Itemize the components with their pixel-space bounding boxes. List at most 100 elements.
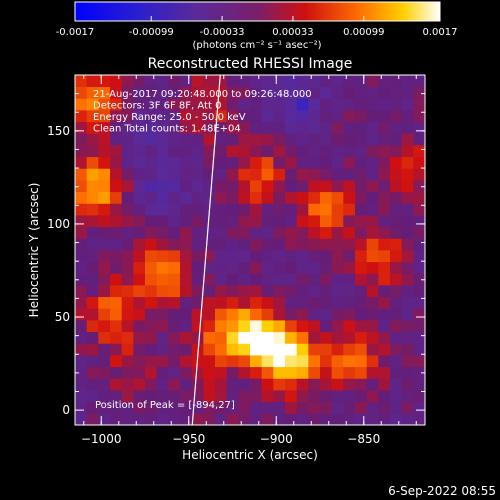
heatmap-cell: [250, 75, 263, 88]
heatmap-cell: [401, 238, 414, 251]
heatmap-cell: [191, 98, 204, 111]
heatmap-cell: [168, 285, 181, 298]
heatmap-cell: [273, 168, 286, 181]
heatmap-cell: [121, 110, 134, 123]
heatmap-cell: [215, 390, 228, 403]
heatmap-cell: [145, 98, 158, 111]
heatmap-cell: [296, 355, 309, 368]
heatmap-cell: [98, 110, 111, 123]
heatmap-cell: [285, 401, 298, 414]
heatmap-cell: [98, 168, 111, 181]
heatmap-cell: [156, 86, 169, 99]
heatmap-cell: [121, 121, 134, 134]
heatmap-cell: [156, 320, 169, 333]
heatmap-cell: [156, 390, 169, 403]
heatmap-cell: [145, 285, 158, 298]
heatmap-cell: [226, 355, 239, 368]
heatmap-cell: [343, 261, 356, 274]
heatmap-cell: [401, 273, 414, 286]
heatmap-cell: [180, 401, 193, 414]
heatmap-cell: [168, 390, 181, 403]
heatmap-cell: [401, 191, 414, 204]
y-tick-label: 50: [55, 310, 70, 324]
heatmap-cell: [401, 378, 414, 391]
heatmap-cell: [378, 273, 391, 286]
heatmap-cell: [75, 378, 88, 391]
heatmap-cell: [156, 238, 169, 251]
heatmap-cell: [226, 285, 239, 298]
heatmap-cell: [250, 145, 263, 158]
heatmap-cell: [191, 413, 204, 425]
heatmap-cell: [203, 121, 216, 134]
heatmap-cell: [320, 75, 333, 88]
heatmap-cell: [121, 226, 134, 239]
heatmap-cell: [378, 366, 391, 379]
heatmap-cell: [86, 86, 99, 99]
heatmap-cell: [98, 86, 111, 99]
heatmap-cell: [308, 75, 321, 88]
heatmap-cell: [273, 180, 286, 193]
heatmap-cell: [191, 133, 204, 146]
heatmap-cell: [110, 191, 123, 204]
heatmap-cell: [343, 401, 356, 414]
heatmap-cell: [156, 378, 169, 391]
heatmap-cell: [121, 378, 134, 391]
heatmap-cell: [355, 285, 368, 298]
heatmap-cell: [86, 250, 99, 263]
heatmap-cell: [133, 320, 146, 333]
heatmap-cell: [250, 168, 263, 181]
heatmap-cell: [98, 308, 111, 321]
heatmap-cell: [226, 156, 239, 169]
heatmap-cell: [296, 133, 309, 146]
heatmap-cell: [215, 413, 228, 425]
heatmap-cell: [191, 145, 204, 158]
heatmap-cell: [238, 250, 251, 263]
heatmap-cell: [390, 285, 403, 298]
heatmap-cell: [203, 261, 216, 274]
heatmap-cell: [296, 168, 309, 181]
heatmap-cell: [145, 273, 158, 286]
y-axis-label: Heliocentric Y (arcsec): [27, 183, 41, 318]
heatmap-cell: [180, 75, 193, 88]
heatmap-cell: [226, 296, 239, 309]
heatmap-cell: [133, 285, 146, 298]
heatmap-cell: [180, 191, 193, 204]
heatmap-cell: [261, 296, 274, 309]
heatmap-cell: [98, 331, 111, 344]
heatmap-cell: [226, 320, 239, 333]
heatmap-cell: [226, 378, 239, 391]
heatmap-cell: [401, 331, 414, 344]
heatmap-cell: [261, 203, 274, 216]
heatmap-cell: [343, 156, 356, 169]
heatmap-cell: [215, 343, 228, 356]
heatmap-cell: [203, 98, 216, 111]
heatmap-cell: [390, 75, 403, 88]
heatmap-cell: [296, 156, 309, 169]
heatmap-cell: [273, 238, 286, 251]
heatmap-cell: [168, 378, 181, 391]
heatmap-cell: [250, 378, 263, 391]
heatmap-cell: [215, 180, 228, 193]
heatmap-cell: [285, 343, 298, 356]
heatmap-cell: [390, 203, 403, 216]
heatmap-cell: [250, 261, 263, 274]
heatmap-cell: [121, 191, 134, 204]
heatmap-cell: [133, 75, 146, 88]
y-axis-ticks: 0 50 100 150: [47, 93, 425, 417]
heatmap-cell: [75, 366, 88, 379]
heatmap-cell: [285, 355, 298, 368]
heatmap-cell: [366, 75, 379, 88]
heatmap-cell: [145, 215, 158, 228]
heatmap-cell: [320, 238, 333, 251]
heatmap-cell: [413, 203, 425, 216]
heatmap-cell: [285, 168, 298, 181]
heatmap-cell: [121, 238, 134, 251]
heatmap-cell: [343, 296, 356, 309]
heatmap-cell: [133, 273, 146, 286]
heatmap-cell: [296, 86, 309, 99]
heatmap-cell: [168, 261, 181, 274]
heatmap-cell: [191, 156, 204, 169]
heatmap-cell: [203, 355, 216, 368]
heatmap-cell: [261, 110, 274, 123]
heatmap-cell: [343, 390, 356, 403]
